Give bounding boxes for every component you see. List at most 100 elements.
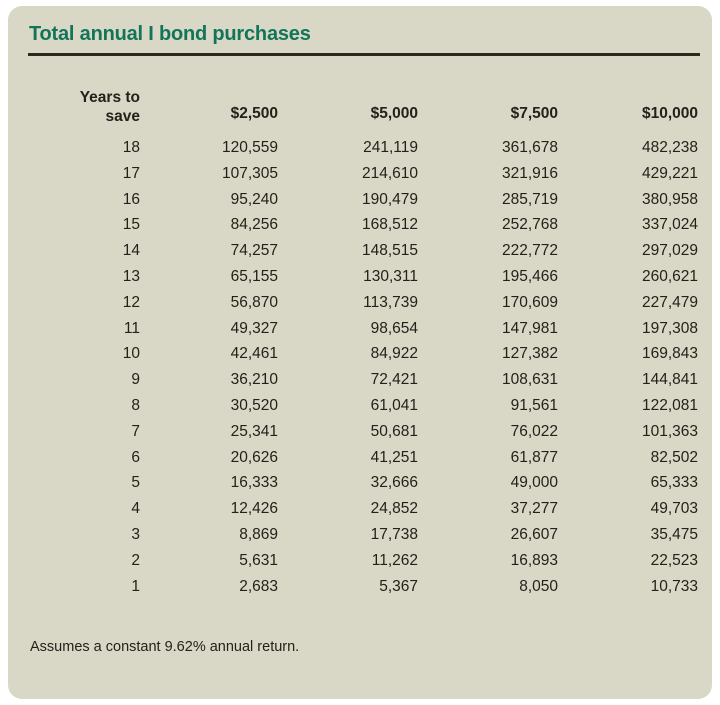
cell-value: 56,870: [230, 293, 278, 311]
cell-value: 61,877: [510, 448, 558, 466]
cell-years: 16: [122, 190, 140, 208]
cell-value: 130,311: [363, 267, 418, 285]
cell-value: 321,916: [501, 164, 558, 182]
table-row: 18 120,559 241,119 361,678 482,238: [28, 135, 700, 161]
cell-value: 35,475: [650, 525, 698, 543]
cell-value: 120,559: [221, 139, 278, 156]
cell-years: 4: [131, 500, 140, 518]
cell-value: 16,333: [230, 474, 278, 492]
cell-value: 20,626: [230, 448, 278, 466]
years-header-line-1: Years to: [79, 89, 140, 106]
cell-years: 12: [122, 293, 140, 311]
column-header-7500: $7,500: [510, 105, 558, 123]
cell-value: 91,561: [510, 396, 558, 414]
cell-value: 197,308: [641, 319, 698, 337]
table-row: 8 30,520 61,041 91,561 122,081: [28, 393, 700, 419]
table-row: 6 20,626 41,251 61,877 82,502: [28, 445, 700, 471]
cell-value: 17,738: [370, 525, 418, 543]
cell-years: 9: [131, 371, 140, 389]
cell-value: 82,502: [650, 448, 698, 466]
cell-value: 25,341: [230, 422, 278, 440]
cell-value: 11,262: [371, 551, 418, 569]
cell-value: 148,515: [361, 242, 418, 260]
table-header: Years to save $2,500 $5,000 $7,500 $10,0…: [28, 88, 700, 135]
cell-years: 18: [122, 139, 140, 156]
cell-value: 5,631: [239, 551, 278, 569]
cell-value: 147,981: [501, 319, 558, 337]
cell-years: 10: [122, 345, 140, 363]
cell-value: 49,703: [650, 500, 698, 518]
cell-value: 222,772: [501, 242, 558, 260]
footnote: Assumes a constant 9.62% annual return.: [30, 639, 300, 655]
cell-value: 429,221: [641, 164, 698, 182]
cell-value: 65,333: [650, 474, 698, 492]
cell-years: 5: [131, 474, 140, 492]
cell-value: 16,893: [510, 551, 558, 569]
cell-value: 2,683: [239, 577, 278, 595]
cell-value: 32,666: [370, 474, 418, 492]
cell-value: 76,022: [510, 422, 558, 440]
table-body: 18 120,559 241,119 361,678 482,238 1 7 107,305 2…: [28, 135, 700, 599]
cell-value: 101,363: [641, 422, 698, 440]
table-row: 4 12,426 24,852 37,277 49,703: [28, 496, 700, 522]
cell-years: 1: [131, 577, 140, 595]
cell-value: 42,461: [230, 345, 278, 363]
cell-value: 41,251: [370, 448, 418, 466]
cell-value: 49,000: [510, 474, 558, 492]
cell-value: 214,610: [361, 164, 418, 182]
cell-years: 15: [122, 216, 140, 234]
cell-value: 37,277: [510, 500, 558, 518]
cell-value: 95,240: [230, 190, 278, 208]
table-row: 9 36,210 72,421 108,631 144,841: [28, 367, 700, 393]
cell-value: 98,654: [370, 319, 418, 337]
cell-value: 8,050: [519, 577, 558, 595]
cell-value: 361,678: [501, 139, 558, 156]
cell-value: 169,843: [641, 345, 698, 363]
table-row: 12 56,870 113,739 170,609 227,479: [28, 290, 700, 316]
table-row: 3 8,869 17,738 26,607 35,475: [28, 522, 700, 548]
column-header-years: Years to save: [28, 88, 140, 135]
cell-value: 241,119: [363, 139, 418, 156]
cell-value: 26,607: [510, 525, 558, 543]
column-header-10000: $10,000: [641, 105, 698, 123]
cell-value: 227,479: [641, 293, 698, 311]
cell-value: 5,367: [379, 577, 418, 595]
years-header-line-2: save: [105, 108, 140, 125]
cell-value: 49,327: [230, 319, 278, 337]
cell-value: 108,631: [501, 371, 558, 389]
cell-value: 482,238: [641, 139, 698, 156]
cell-value: 144,841: [641, 371, 698, 389]
cell-years: 6: [131, 448, 140, 466]
cell-years: 13: [122, 267, 140, 285]
table-row: 16 95,240 190,479 285,719 380,958: [28, 187, 700, 213]
table-row: 1 2,683 5,367 8,050 10,733: [28, 574, 700, 600]
cell-value: 380,958: [641, 190, 698, 208]
table-row: 11 49,327 98,654 147,981 197,308: [28, 316, 700, 342]
table-row: 5 16,333 32,666 49,000 65,333: [28, 470, 700, 496]
table-row: 15 84,256 168,512 252,768 337,024: [28, 212, 700, 238]
i-bond-purchases-card: Total annual I bond purchases Years to s…: [8, 6, 712, 699]
cell-value: 107,305: [221, 164, 278, 182]
cell-value: 36,210: [230, 371, 278, 389]
cell-value: 168,512: [361, 216, 418, 234]
title-divider: [28, 53, 700, 56]
cell-years: 14: [122, 242, 140, 260]
cell-value: 24,852: [370, 500, 418, 518]
cell-value: 122,081: [641, 396, 698, 414]
cell-value: 22,523: [650, 551, 698, 569]
cell-years: 8: [131, 396, 140, 414]
column-header-2500: $2,500: [230, 105, 278, 123]
cell-years: 11: [123, 319, 140, 337]
table-header-row: Years to save $2,500 $5,000 $7,500 $10,0…: [28, 88, 700, 135]
table-row: 7 25,341 50,681 76,022 101,363: [28, 419, 700, 445]
cell-value: 84,256: [230, 216, 278, 234]
cell-value: 190,479: [361, 190, 418, 208]
cell-value: 61,041: [370, 396, 418, 414]
cell-years: 7: [131, 422, 140, 440]
cell-value: 127,382: [501, 345, 558, 363]
cell-value: 50,681: [370, 422, 418, 440]
cell-value: 260,621: [641, 267, 698, 285]
page-title: Total annual I bond purchases: [29, 23, 311, 45]
cell-value: 65,155: [230, 267, 278, 285]
cell-value: 285,719: [501, 190, 558, 208]
